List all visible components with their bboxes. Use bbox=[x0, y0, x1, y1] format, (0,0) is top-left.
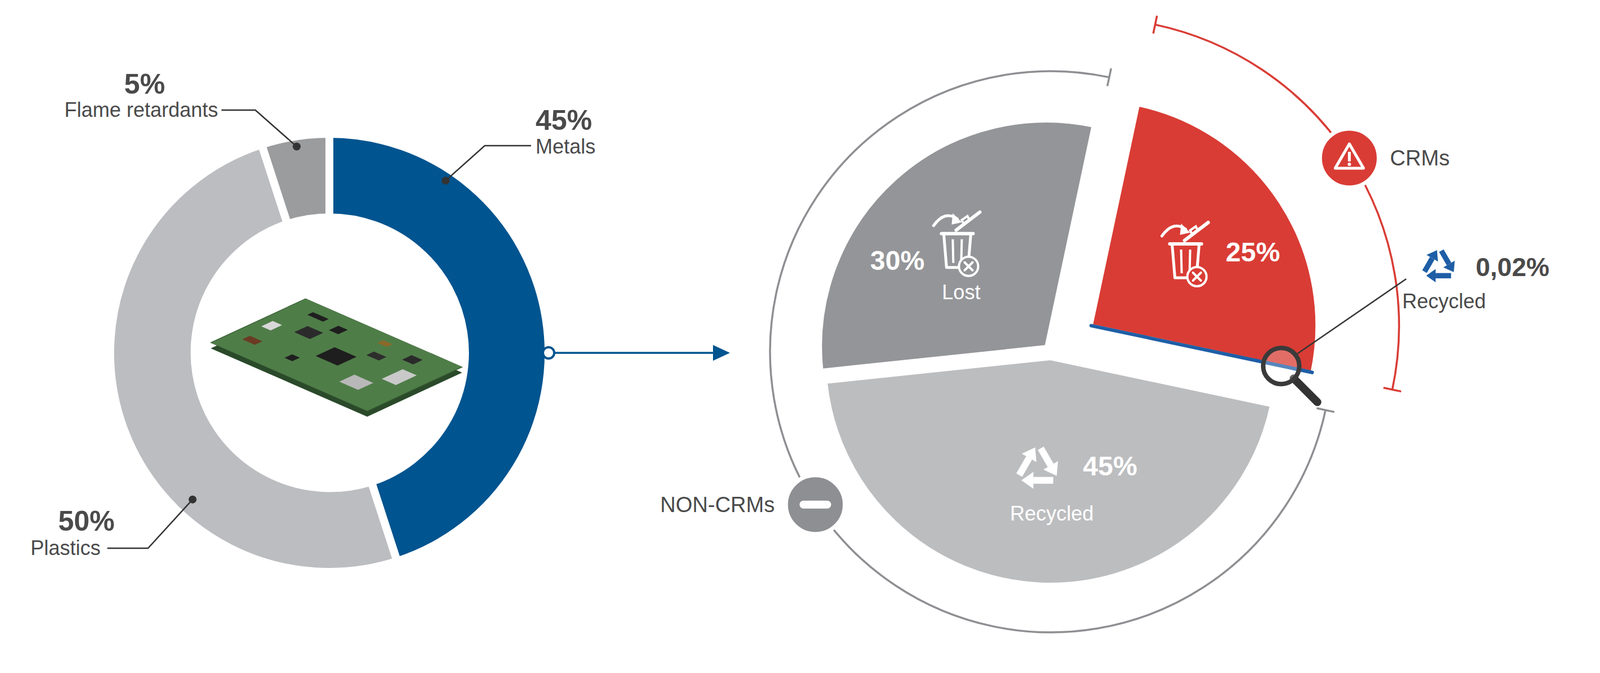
group-arc-end bbox=[1153, 15, 1158, 34]
group-label: CRMs bbox=[1389, 146, 1450, 171]
bin-x-circle bbox=[958, 257, 978, 277]
callout-leader bbox=[1296, 279, 1407, 355]
callout-value: 0,02% bbox=[1475, 252, 1550, 282]
pcb-part bbox=[381, 369, 417, 386]
warning-bar bbox=[1348, 151, 1351, 162]
group-arc-end bbox=[1383, 388, 1402, 393]
connector-arrow bbox=[548, 351, 716, 355]
pie-slice bbox=[825, 358, 1272, 585]
bin-lid bbox=[1184, 222, 1209, 241]
group-label: NON-CRMs bbox=[660, 493, 776, 517]
value-label: 45% bbox=[1083, 451, 1138, 482]
warning-triangle bbox=[1335, 144, 1364, 169]
bin-icon bbox=[1162, 222, 1209, 287]
recycle-arrow bbox=[1033, 477, 1054, 485]
category-label: Lost bbox=[941, 280, 981, 304]
pcb-surface bbox=[210, 298, 463, 412]
recycle-arrow bbox=[1019, 458, 1030, 476]
pcb-part bbox=[339, 375, 374, 391]
leader-dot bbox=[292, 142, 301, 151]
recycle-arrow bbox=[1040, 448, 1051, 466]
bin-x-circle bbox=[1187, 267, 1207, 287]
bin-stripe bbox=[952, 239, 954, 264]
group-arc bbox=[1155, 24, 1400, 390]
leader-line bbox=[445, 145, 532, 181]
pie-slice bbox=[1090, 104, 1317, 373]
category-label: Plastics bbox=[30, 536, 101, 560]
connector-dot bbox=[542, 347, 555, 359]
category-label: Flame retardants bbox=[64, 98, 219, 122]
recycle-arrow bbox=[1435, 273, 1451, 279]
category-label: Metals bbox=[535, 135, 596, 159]
value-label: 25% bbox=[1225, 237, 1281, 268]
recycle-arrow-head bbox=[1043, 461, 1059, 477]
magnifier-handle bbox=[1293, 378, 1318, 403]
bin-stripe bbox=[1181, 249, 1182, 274]
warning-icon bbox=[1335, 144, 1364, 169]
leader-dot bbox=[441, 176, 450, 185]
warning-dot bbox=[1347, 162, 1351, 167]
bin-lid-handle bbox=[1190, 226, 1199, 236]
group-arc-end bbox=[1316, 408, 1334, 413]
bin-lid bbox=[955, 212, 980, 231]
donut-segment bbox=[261, 133, 330, 225]
bin-arrow-head bbox=[951, 213, 962, 225]
value-label: 50% bbox=[58, 505, 115, 538]
recycle-arrow-head bbox=[1022, 448, 1037, 463]
value-label: 30% bbox=[870, 245, 925, 276]
recycle-icon bbox=[1019, 448, 1059, 490]
connector-arrow-head bbox=[712, 345, 730, 362]
leader-line bbox=[107, 500, 193, 549]
recycle-arrow-head bbox=[1443, 261, 1455, 273]
pcb-part bbox=[307, 312, 329, 323]
pcb-part bbox=[242, 336, 263, 346]
pcb-board bbox=[210, 298, 463, 412]
bin-x bbox=[964, 262, 973, 271]
bin-x bbox=[1193, 272, 1202, 281]
leader-line bbox=[221, 110, 297, 147]
value-label: 5% bbox=[124, 68, 165, 100]
pcb-part bbox=[294, 325, 324, 339]
callout-label: Recycled bbox=[1402, 289, 1486, 313]
pcb-part bbox=[284, 354, 300, 362]
leader-dot bbox=[188, 496, 197, 504]
chart-canvas: 45%Metals50%Plastics5%Flame retardants25… bbox=[0, 0, 1600, 673]
pcb-part bbox=[261, 321, 282, 332]
bin-arrow-head bbox=[1180, 223, 1191, 236]
category-label: Recycled bbox=[1010, 502, 1094, 526]
pcb-part bbox=[366, 351, 387, 362]
bin-x bbox=[964, 262, 973, 271]
pcb-part bbox=[402, 355, 423, 365]
bin-icon bbox=[933, 212, 980, 277]
group-badge bbox=[1319, 128, 1379, 188]
bin-x bbox=[1193, 272, 1202, 281]
recycle-icon bbox=[1424, 250, 1455, 283]
recycle-arrow-head bbox=[1426, 250, 1438, 262]
magnifier-lens bbox=[1263, 348, 1300, 385]
pcb-part bbox=[328, 325, 348, 335]
bin-lid-handle bbox=[961, 216, 970, 225]
recycle-arrow bbox=[1441, 250, 1450, 265]
group-arc-end bbox=[1107, 68, 1112, 86]
pcb-part bbox=[377, 340, 393, 348]
recycle-arrow bbox=[1424, 258, 1433, 272]
group-badge bbox=[785, 475, 845, 535]
group-arc bbox=[770, 71, 1326, 633]
pcb-part bbox=[315, 347, 357, 367]
pie-slice bbox=[820, 120, 1094, 371]
minus-icon bbox=[799, 501, 832, 510]
value-label: 45% bbox=[535, 104, 593, 137]
